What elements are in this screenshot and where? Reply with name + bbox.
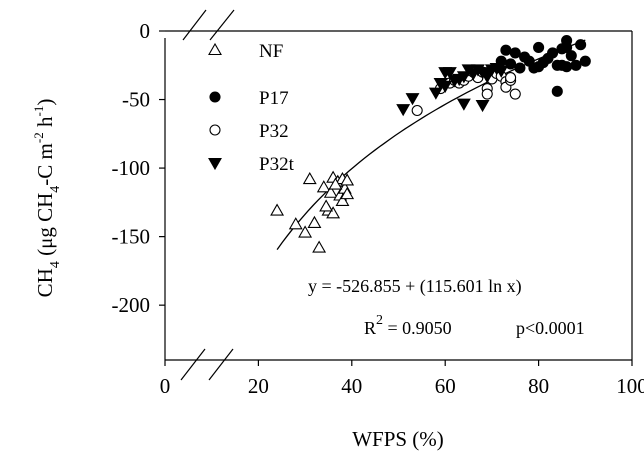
legend-marker-nf — [208, 42, 222, 56]
data-point-p17 — [547, 47, 559, 59]
legend-marker-p17 — [209, 91, 221, 103]
data-point-nf — [319, 199, 334, 212]
data-point-nf — [307, 215, 322, 228]
x-tick-label: 60 — [435, 374, 456, 398]
data-point-p17 — [514, 62, 526, 74]
data-points — [270, 35, 591, 253]
r2-value: = 0.9050 — [383, 318, 452, 338]
y-title-sup: -1 — [31, 106, 46, 117]
data-point-nf — [340, 173, 355, 186]
data-point-p32t — [396, 104, 411, 117]
data-point-p17 — [500, 44, 512, 56]
y-title-part: h — [33, 116, 57, 132]
x-tick-label: 40 — [341, 374, 362, 398]
data-point-p17 — [505, 58, 517, 70]
data-point-p32t — [494, 65, 509, 78]
axis-break-mark-bottom-left — [180, 348, 206, 381]
data-point-p32 — [411, 104, 423, 117]
x-tick-label: 0 — [160, 374, 171, 398]
data-point-p32t — [456, 71, 471, 84]
x-tick-label: 80 — [528, 374, 549, 398]
r2-exponent: 2 — [376, 313, 383, 328]
y-ticks: 0 -50 -100 -150 -200 — [112, 19, 165, 317]
data-point-nf — [312, 240, 327, 253]
data-point-p32t — [475, 99, 490, 113]
data-point-p17 — [561, 61, 573, 73]
y-tick-label: -200 — [112, 293, 151, 317]
axes — [164, 9, 633, 381]
axis-break-mark-top-right — [209, 9, 235, 41]
legend-marker-p32t — [208, 157, 222, 171]
data-point-nf — [298, 225, 313, 238]
y-title-sub: 4 — [48, 186, 63, 193]
fit-equation: y = -526.855 + (115.601 ln x) — [308, 276, 522, 297]
data-point-nf — [288, 217, 303, 230]
data-point-p32t — [428, 87, 443, 100]
r-squared-label: R2 = 0.9050 — [364, 313, 452, 338]
y-tick-label: 0 — [140, 19, 151, 43]
axis-break-mark-bottom-right — [208, 348, 234, 381]
legend: NF P17 P32 P32t — [208, 41, 295, 175]
y-title-sup: -2 — [31, 132, 46, 143]
data-point-p32t — [480, 71, 495, 84]
y-axis-title: CH4 (μg CH4-C m-2 h-1) — [31, 99, 63, 298]
data-point-p32t — [438, 80, 453, 93]
legend-label-nf: NF — [259, 41, 283, 62]
axis-break-mark-top-left — [182, 9, 207, 41]
x-ticks: 0 20 40 60 80 100 — [160, 360, 644, 398]
data-point-nf — [323, 185, 338, 198]
data-point-p32 — [505, 72, 517, 84]
x-axis-title: WFPS (%) — [352, 427, 444, 451]
data-point-nf — [326, 206, 341, 219]
data-point-nf — [302, 171, 317, 185]
legend-label-p17: P17 — [259, 88, 289, 109]
data-point-p17 — [570, 59, 582, 71]
y-tick-label: -50 — [122, 88, 150, 112]
data-point-p32t — [456, 98, 471, 111]
legend-marker-p32 — [209, 124, 221, 136]
data-point-p17 — [575, 39, 587, 51]
legend-label-p32: P32 — [259, 121, 289, 142]
data-point-p17 — [565, 50, 577, 62]
data-point-p32t — [405, 93, 420, 106]
y-title-sub: 4 — [48, 261, 63, 268]
data-point-p32t — [442, 67, 457, 80]
r2-letter: R — [364, 318, 376, 338]
data-point-nf — [316, 180, 331, 193]
data-point-p17 — [551, 85, 563, 97]
data-point-p32 — [481, 88, 493, 100]
data-point-nf — [340, 187, 355, 200]
data-point-p17 — [561, 35, 573, 47]
y-title-part: ) — [33, 99, 57, 106]
y-title-part: (μg CH — [33, 193, 57, 261]
data-point-p32 — [509, 88, 521, 100]
y-title-part: CH — [33, 268, 57, 297]
data-point-nf — [270, 203, 285, 216]
y-tick-label: -150 — [112, 225, 151, 249]
data-point-p17 — [579, 55, 591, 67]
y-tick-label: -100 — [112, 156, 151, 180]
x-tick-label: 20 — [248, 374, 269, 398]
data-point-nf — [335, 193, 350, 207]
data-point-p17 — [509, 47, 521, 59]
y-title-part: -C m — [33, 143, 57, 186]
data-point-nf — [328, 177, 343, 190]
legend-label-p32t: P32t — [259, 154, 295, 175]
p-value-label: p<0.0001 — [516, 318, 585, 338]
data-point-p17 — [533, 41, 545, 54]
x-tick-label: 100 — [616, 374, 644, 398]
